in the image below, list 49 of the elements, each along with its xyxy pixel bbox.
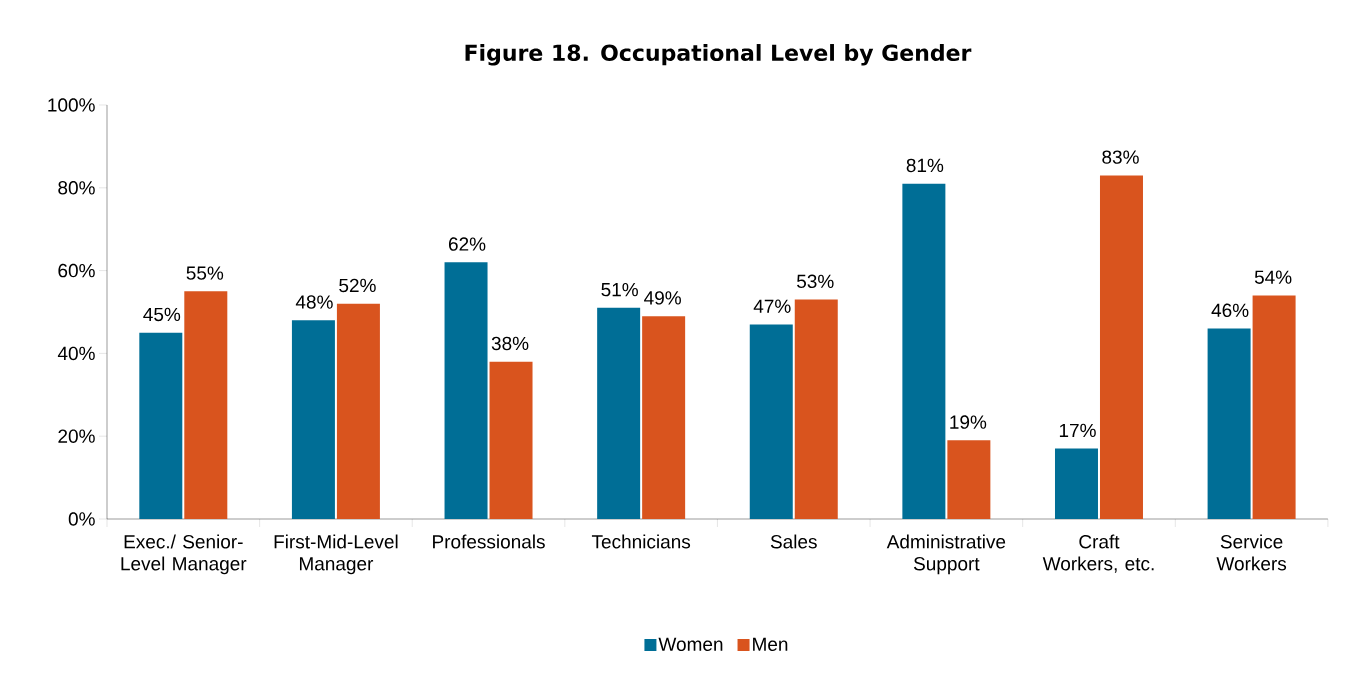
data-label: 48% bbox=[295, 295, 333, 309]
data-label: 54% bbox=[1254, 270, 1292, 284]
data-label: 19% bbox=[950, 415, 987, 429]
bar bbox=[749, 324, 793, 519]
bar bbox=[336, 303, 380, 519]
legend-label: Women bbox=[658, 637, 723, 651]
chart-title: Figure 18. Occupational Level by Gender bbox=[465, 44, 972, 66]
bar bbox=[1207, 328, 1251, 519]
y-tick-label: 80% bbox=[58, 181, 95, 195]
data-label: 46% bbox=[1211, 303, 1249, 318]
y-tick-label: 20% bbox=[58, 429, 95, 443]
bar bbox=[444, 262, 488, 519]
data-label: 55% bbox=[186, 266, 224, 280]
x-tick-label: Exec./ Senior-Level Manager bbox=[121, 534, 247, 575]
bar bbox=[489, 361, 533, 519]
x-tick-label: First-Mid-Level Manager bbox=[274, 534, 398, 575]
bar bbox=[291, 320, 335, 519]
y-tick-label: 60% bbox=[58, 263, 95, 278]
bar bbox=[794, 299, 838, 519]
x-tick-label: Technicians bbox=[591, 534, 691, 549]
bar bbox=[902, 183, 946, 519]
y-tick-label: 0% bbox=[68, 512, 95, 526]
bar bbox=[597, 307, 641, 519]
data-label: 51% bbox=[601, 282, 638, 297]
data-label: 17% bbox=[1059, 423, 1096, 438]
bar bbox=[642, 316, 686, 519]
data-label: 52% bbox=[339, 278, 376, 293]
x-tick-label: Craft Workers, etc. bbox=[1042, 534, 1154, 573]
data-label: 38% bbox=[491, 336, 529, 351]
data-label: 83% bbox=[1102, 150, 1139, 164]
bar bbox=[139, 332, 183, 519]
data-label: 49% bbox=[644, 291, 681, 305]
data-label: 62% bbox=[448, 237, 486, 251]
data-label: 47% bbox=[753, 299, 791, 313]
bar bbox=[1252, 295, 1296, 519]
bar bbox=[1099, 175, 1143, 519]
bar bbox=[184, 291, 228, 519]
y-tick-label: 100% bbox=[48, 98, 95, 112]
bar bbox=[1054, 448, 1098, 519]
legend-label: Men bbox=[753, 637, 788, 651]
x-tick-label: Sales bbox=[770, 534, 817, 549]
data-label: 81% bbox=[906, 158, 944, 173]
data-label: 45% bbox=[143, 307, 181, 322]
x-tick-label: Professionals bbox=[433, 534, 545, 549]
x-tick-label: Administrative Support bbox=[886, 534, 1006, 575]
y-tick-label: 40% bbox=[57, 346, 95, 361]
data-label: 53% bbox=[797, 274, 834, 289]
bar bbox=[947, 440, 991, 519]
x-tick-label: Service Workers bbox=[1216, 534, 1287, 571]
